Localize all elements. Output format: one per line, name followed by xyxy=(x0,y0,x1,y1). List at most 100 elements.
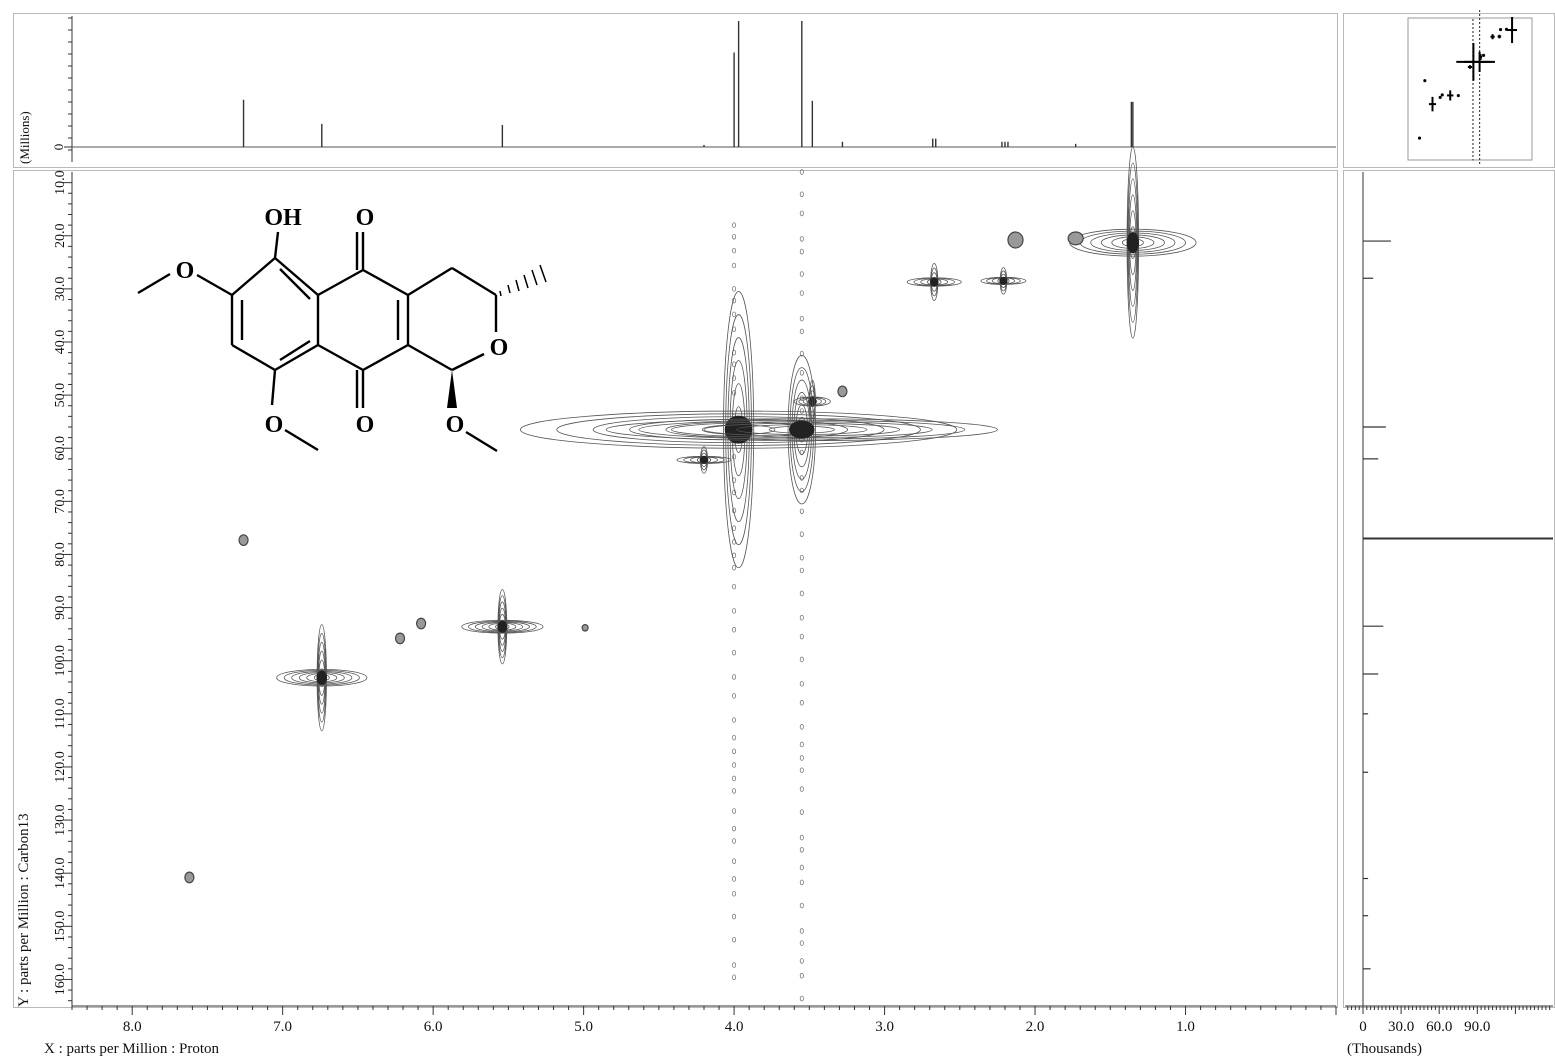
noise-dot xyxy=(800,959,803,964)
noise-dot xyxy=(800,291,803,296)
crosspeak xyxy=(606,355,997,504)
right-projection: 0 30.0 60.0 90.0 xyxy=(1345,172,1553,1035)
crosspeak-contour xyxy=(838,386,847,397)
noise-dot xyxy=(800,903,803,908)
noise-dot xyxy=(800,591,803,596)
noise-dot xyxy=(800,211,803,216)
noise-dot xyxy=(800,768,803,773)
noise-dot xyxy=(800,657,803,662)
noise-dot xyxy=(732,914,735,919)
crosspeak-contour xyxy=(185,872,194,883)
x-tick-label: 4.0 xyxy=(725,1019,744,1035)
noise-dot xyxy=(800,488,803,493)
atom-label: O xyxy=(176,258,195,284)
noise-dot xyxy=(732,234,735,239)
noise-dot xyxy=(732,312,735,317)
y-tick-label: 40.0 xyxy=(53,330,68,355)
crosspeak-contour xyxy=(417,618,426,629)
y-tick-label: 20.0 xyxy=(53,223,68,248)
crosspeak xyxy=(838,386,847,397)
noise-dot xyxy=(732,263,735,268)
x-tick-label: 8.0 xyxy=(123,1019,142,1035)
noise-dot xyxy=(800,170,803,175)
noise-dot xyxy=(800,681,803,686)
atom-label: O xyxy=(490,335,509,361)
y-axis-title: Y : parts per Million : Carbon13 xyxy=(16,813,33,1007)
right-proj-tick-label: 30.0 xyxy=(1388,1019,1414,1035)
crosspeak-core xyxy=(700,456,709,464)
noise-dot xyxy=(800,880,803,885)
y-tick-label: 150.0 xyxy=(53,911,68,943)
noise-dot xyxy=(732,839,735,844)
x-tick-label: 7.0 xyxy=(273,1019,292,1035)
right-proj-tick-label: 90.0 xyxy=(1464,1019,1490,1035)
y-tick-label: 50.0 xyxy=(53,383,68,408)
crosspeak xyxy=(907,263,961,300)
crosspeaks xyxy=(185,147,1196,1001)
noise-dot xyxy=(800,742,803,747)
noise-dot xyxy=(800,509,803,514)
y-tick-label: 110.0 xyxy=(53,698,68,729)
y-tick-label: 100.0 xyxy=(53,645,68,677)
crosspeak-core xyxy=(497,621,507,633)
top-projection: 0 xyxy=(51,16,1336,162)
noise-dot xyxy=(800,249,803,254)
right-projection-xlabel: (Thousands) xyxy=(1347,1041,1422,1058)
overview-thumbnail xyxy=(1408,10,1532,165)
noise-dot xyxy=(732,891,735,896)
crosspeak xyxy=(1008,232,1023,248)
noise-dot xyxy=(800,476,803,481)
noise-dot xyxy=(732,223,735,228)
top-proj-zero-label: 0 xyxy=(51,144,66,151)
crosspeak-core xyxy=(1127,232,1139,253)
y-tick-label: 10.0 xyxy=(53,170,68,195)
noise-dot xyxy=(800,272,803,277)
crosspeak-core xyxy=(999,277,1007,285)
crosspeak xyxy=(396,633,405,644)
noise-dot xyxy=(800,941,803,946)
noise-dot xyxy=(800,532,803,537)
noise-dot xyxy=(800,700,803,705)
crosspeak-contour xyxy=(396,633,405,644)
atom-label: OH xyxy=(264,205,302,231)
x-tick-label: 6.0 xyxy=(424,1019,443,1035)
y-tick-label: 30.0 xyxy=(53,277,68,302)
noise-dot xyxy=(732,789,735,794)
noise-dot xyxy=(732,763,735,768)
crosspeak xyxy=(185,872,194,883)
crosspeak xyxy=(677,447,731,474)
x-tick-label: 5.0 xyxy=(574,1019,593,1035)
atom-label: O xyxy=(356,205,375,231)
noise-dot xyxy=(732,859,735,864)
crosspeak xyxy=(520,292,956,568)
noise-dot xyxy=(732,627,735,632)
noise-dot xyxy=(732,776,735,781)
crosspeak-core xyxy=(789,421,815,439)
atom-label: O xyxy=(265,412,284,438)
overview-viewport xyxy=(1408,18,1532,160)
y-tick-label: 80.0 xyxy=(53,542,68,567)
noise-dot xyxy=(800,370,803,375)
noise-dot xyxy=(732,584,735,589)
crosspeak xyxy=(239,535,248,546)
noise-dot xyxy=(732,608,735,613)
top-projection-ylabel: (Millions) xyxy=(17,111,33,164)
noise-dot xyxy=(732,749,735,754)
noise-dot xyxy=(800,568,803,573)
noise-dot xyxy=(800,810,803,815)
noise-dot xyxy=(732,826,735,831)
noise-dot xyxy=(732,809,735,814)
noise-dot xyxy=(800,973,803,978)
y-tick-label: 70.0 xyxy=(53,489,68,514)
y-tick-label: 60.0 xyxy=(53,436,68,461)
noise-dot xyxy=(800,615,803,620)
noise-dot xyxy=(732,937,735,942)
crosspeak-contour xyxy=(582,625,588,631)
noise-dot xyxy=(732,675,735,680)
noise-dot xyxy=(732,975,735,980)
molecule-structure: OH O O O O O O xyxy=(138,205,546,451)
crosspeak xyxy=(1070,147,1196,338)
noise-dot xyxy=(800,724,803,729)
